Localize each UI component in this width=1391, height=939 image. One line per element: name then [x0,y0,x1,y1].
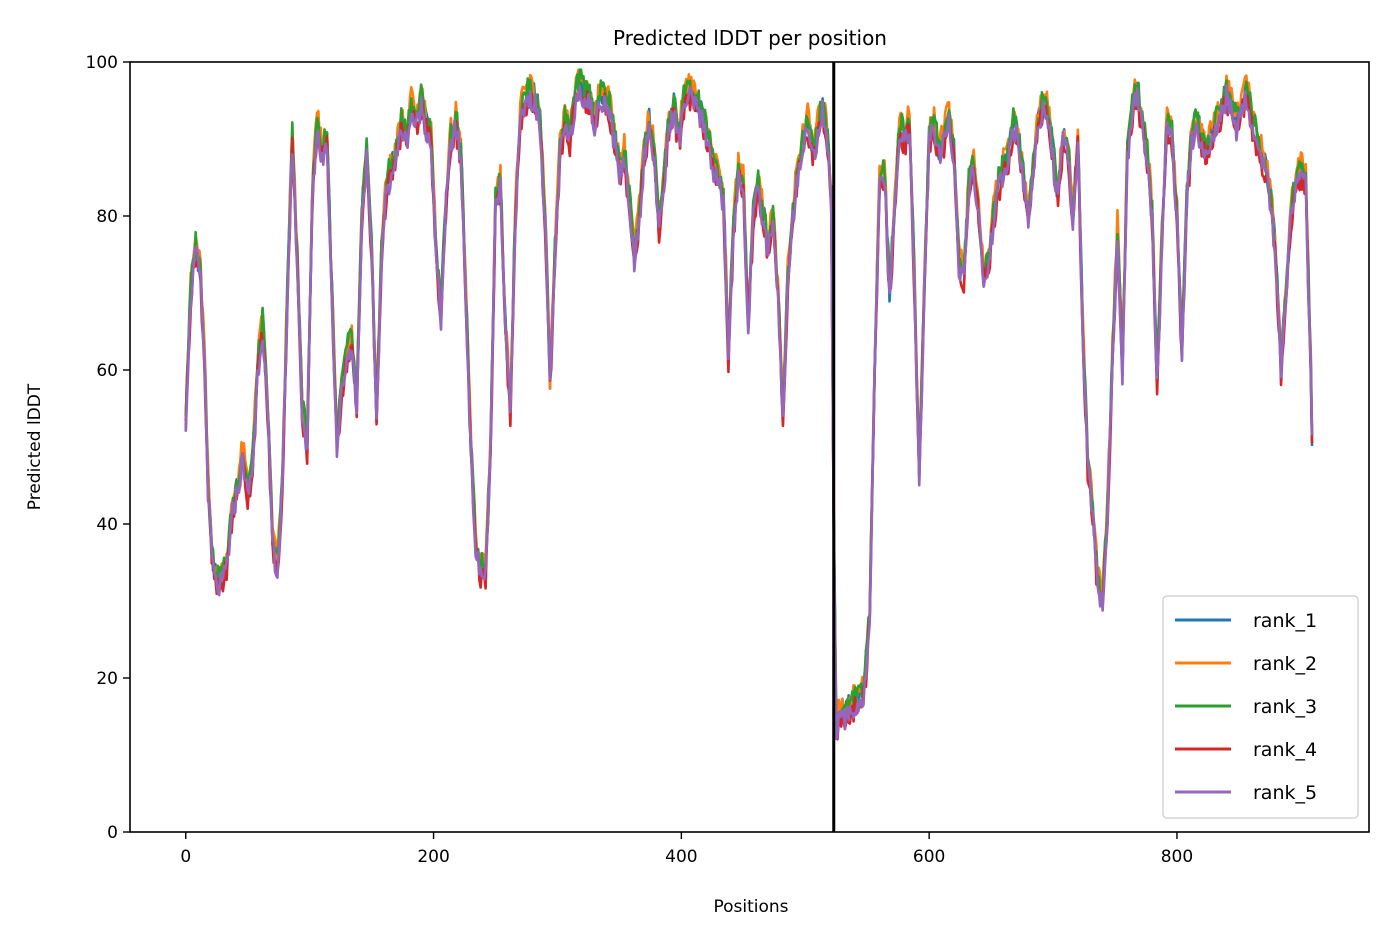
legend-box [1162,595,1359,819]
y-axis-label: Predicted lDDT [25,383,45,510]
x-tick-label: 800 [1161,847,1193,867]
series-lines [184,68,1314,741]
y-tick-label: 40 [96,515,118,535]
legend: rank_1 rank_2 rank_3 rank_4 rank_5 [1162,595,1359,819]
y-tick-label: 20 [96,669,118,689]
x-axis-ticks: 0 200 400 600 800 [180,832,1193,867]
x-axis-label: Positions [713,897,788,917]
y-tick-label: 80 [96,207,118,227]
legend-label-rank_5: rank_5 [1253,782,1317,804]
x-tick-label: 400 [665,847,697,867]
plot-area-frame [129,61,1370,833]
x-tick-label: 0 [180,847,191,867]
y-tick-label: 0 [107,823,118,843]
x-tick-label: 200 [417,847,449,867]
chart-title: Predicted lDDT per position [613,26,887,50]
series-line-rank_5 [184,83,1314,741]
series-line-rank_4 [184,86,1314,741]
y-tick-label: 60 [96,361,118,381]
y-tick-label: 100 [86,53,118,73]
x-tick-label: 600 [913,847,945,867]
legend-label-rank_2: rank_2 [1253,653,1317,675]
legend-label-rank_3: rank_3 [1253,696,1317,718]
y-axis-ticks: 0 20 40 60 80 100 [86,53,130,843]
legend-label-rank_4: rank_4 [1253,739,1317,761]
legend-label-rank_1: rank_1 [1253,610,1317,632]
